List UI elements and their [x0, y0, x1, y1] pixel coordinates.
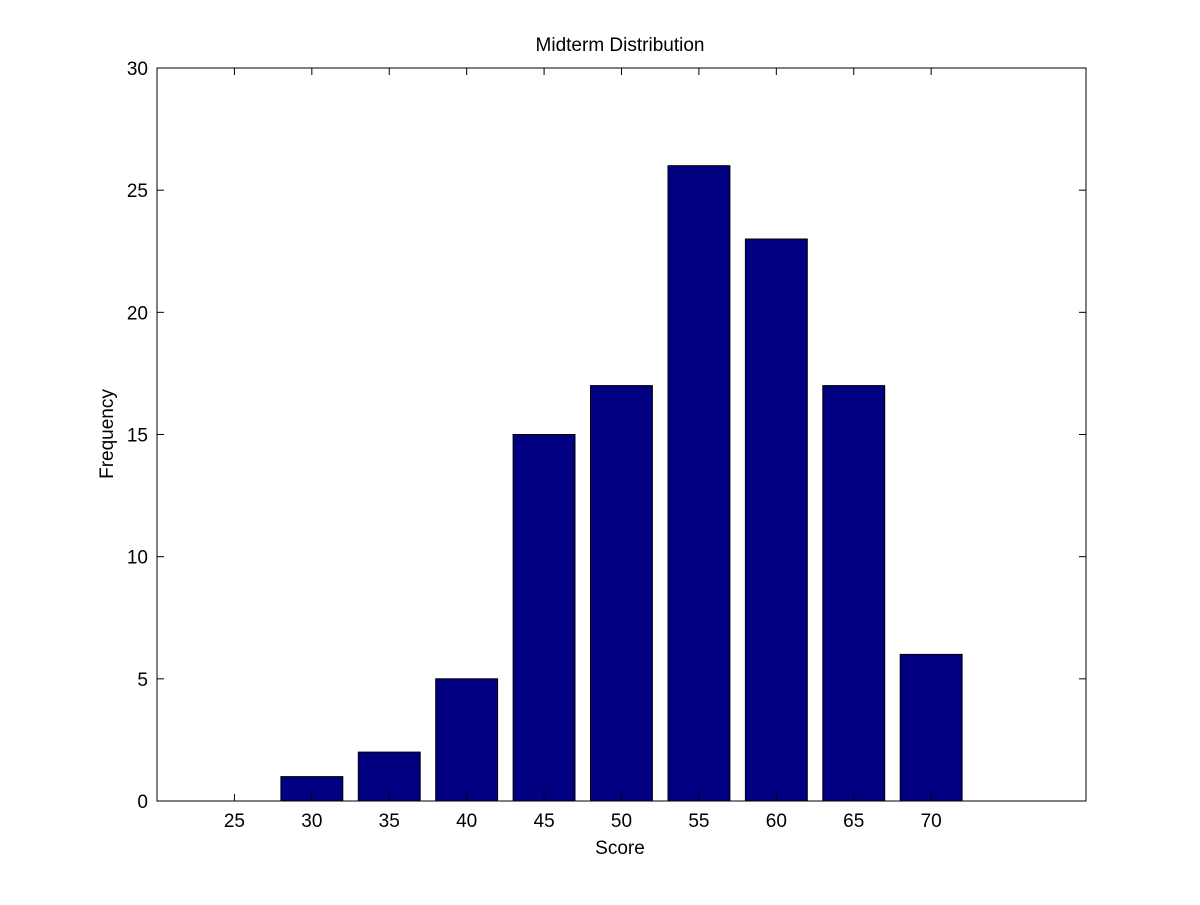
- bar-55: [667, 165, 731, 802]
- x-tick-label: 45: [534, 811, 555, 832]
- bar-70: [899, 653, 963, 802]
- x-tick-label: 60: [766, 811, 787, 832]
- x-axis-label: Score: [595, 838, 645, 859]
- axes-group: 25 30 35 40 45 50 55 60 65 70 0 5 10 15 20 25 30: [127, 59, 1086, 832]
- x-tick-label: 55: [688, 811, 709, 832]
- x-tick-label: 40: [456, 811, 477, 832]
- x-tick-label: 50: [611, 811, 632, 832]
- y-axis-label: Frequency: [97, 389, 118, 479]
- x-tick-label: 30: [301, 811, 322, 832]
- x-tick-label: 65: [843, 811, 864, 832]
- bar-45: [512, 434, 576, 802]
- y-tick-label: 5: [137, 670, 148, 691]
- y-tick-label: 30: [127, 59, 148, 80]
- bar-65: [822, 385, 886, 802]
- bar-35: [357, 751, 421, 802]
- y-tick-label: 10: [127, 548, 148, 569]
- bars-group: [280, 165, 963, 802]
- x-tick-label: 35: [379, 811, 400, 832]
- bar-60: [744, 238, 808, 802]
- y-tick-label: 20: [127, 303, 148, 324]
- y-tick-label: 25: [127, 181, 148, 202]
- bar-40: [435, 678, 499, 802]
- x-tick-label: 70: [921, 811, 942, 832]
- y-tick-label: 0: [137, 792, 148, 813]
- chart-title: Midterm Distribution: [536, 35, 705, 56]
- y-tick-label: 15: [127, 426, 148, 447]
- bar-50: [590, 385, 653, 802]
- x-tick-label: 25: [224, 811, 245, 832]
